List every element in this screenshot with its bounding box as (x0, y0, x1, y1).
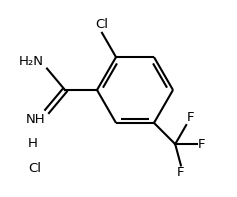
Text: H: H (28, 137, 38, 150)
Text: H₂N: H₂N (19, 55, 44, 68)
Text: F: F (198, 138, 206, 151)
Text: NH: NH (25, 113, 45, 126)
Text: Cl: Cl (96, 18, 109, 31)
Text: Cl: Cl (28, 162, 41, 175)
Text: F: F (187, 111, 195, 124)
Text: F: F (177, 166, 185, 179)
